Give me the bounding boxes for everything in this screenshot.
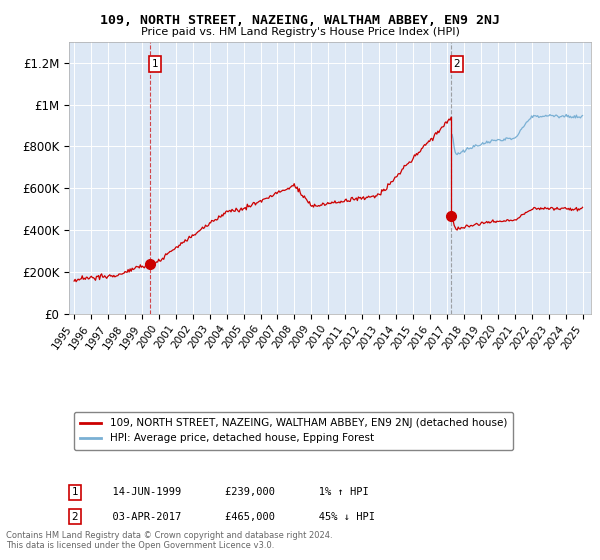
Text: 109, NORTH STREET, NAZEING, WALTHAM ABBEY, EN9 2NJ: 109, NORTH STREET, NAZEING, WALTHAM ABBE… (100, 14, 500, 27)
Text: 14-JUN-1999       £239,000       1% ↑ HPI: 14-JUN-1999 £239,000 1% ↑ HPI (100, 487, 369, 497)
Text: 1: 1 (71, 487, 78, 497)
Text: 03-APR-2017       £465,000       45% ↓ HPI: 03-APR-2017 £465,000 45% ↓ HPI (100, 512, 376, 522)
Text: Price paid vs. HM Land Registry's House Price Index (HPI): Price paid vs. HM Land Registry's House … (140, 27, 460, 37)
Legend: 109, NORTH STREET, NAZEING, WALTHAM ABBEY, EN9 2NJ (detached house), HPI: Averag: 109, NORTH STREET, NAZEING, WALTHAM ABBE… (74, 412, 513, 450)
Text: 1: 1 (152, 59, 158, 69)
Text: 2: 2 (454, 59, 460, 69)
Text: 2: 2 (71, 512, 78, 522)
Text: Contains HM Land Registry data © Crown copyright and database right 2024.
This d: Contains HM Land Registry data © Crown c… (6, 530, 332, 550)
